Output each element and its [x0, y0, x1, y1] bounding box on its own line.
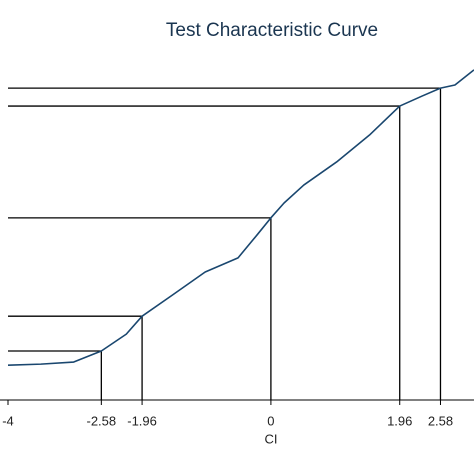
x-tick-label: -4 — [2, 413, 14, 428]
x-tick-label: -1.96 — [127, 413, 157, 428]
x-tick-label: 1.96 — [387, 413, 412, 428]
chart-title: Test Characteristic Curve — [166, 20, 378, 41]
x-tick-label: 0 — [267, 413, 274, 428]
x-axis-label: CI — [265, 431, 278, 446]
x-tick-label: -2.58 — [87, 413, 117, 428]
x-tick-label: 2.58 — [428, 413, 453, 428]
curve — [7, 69, 474, 366]
